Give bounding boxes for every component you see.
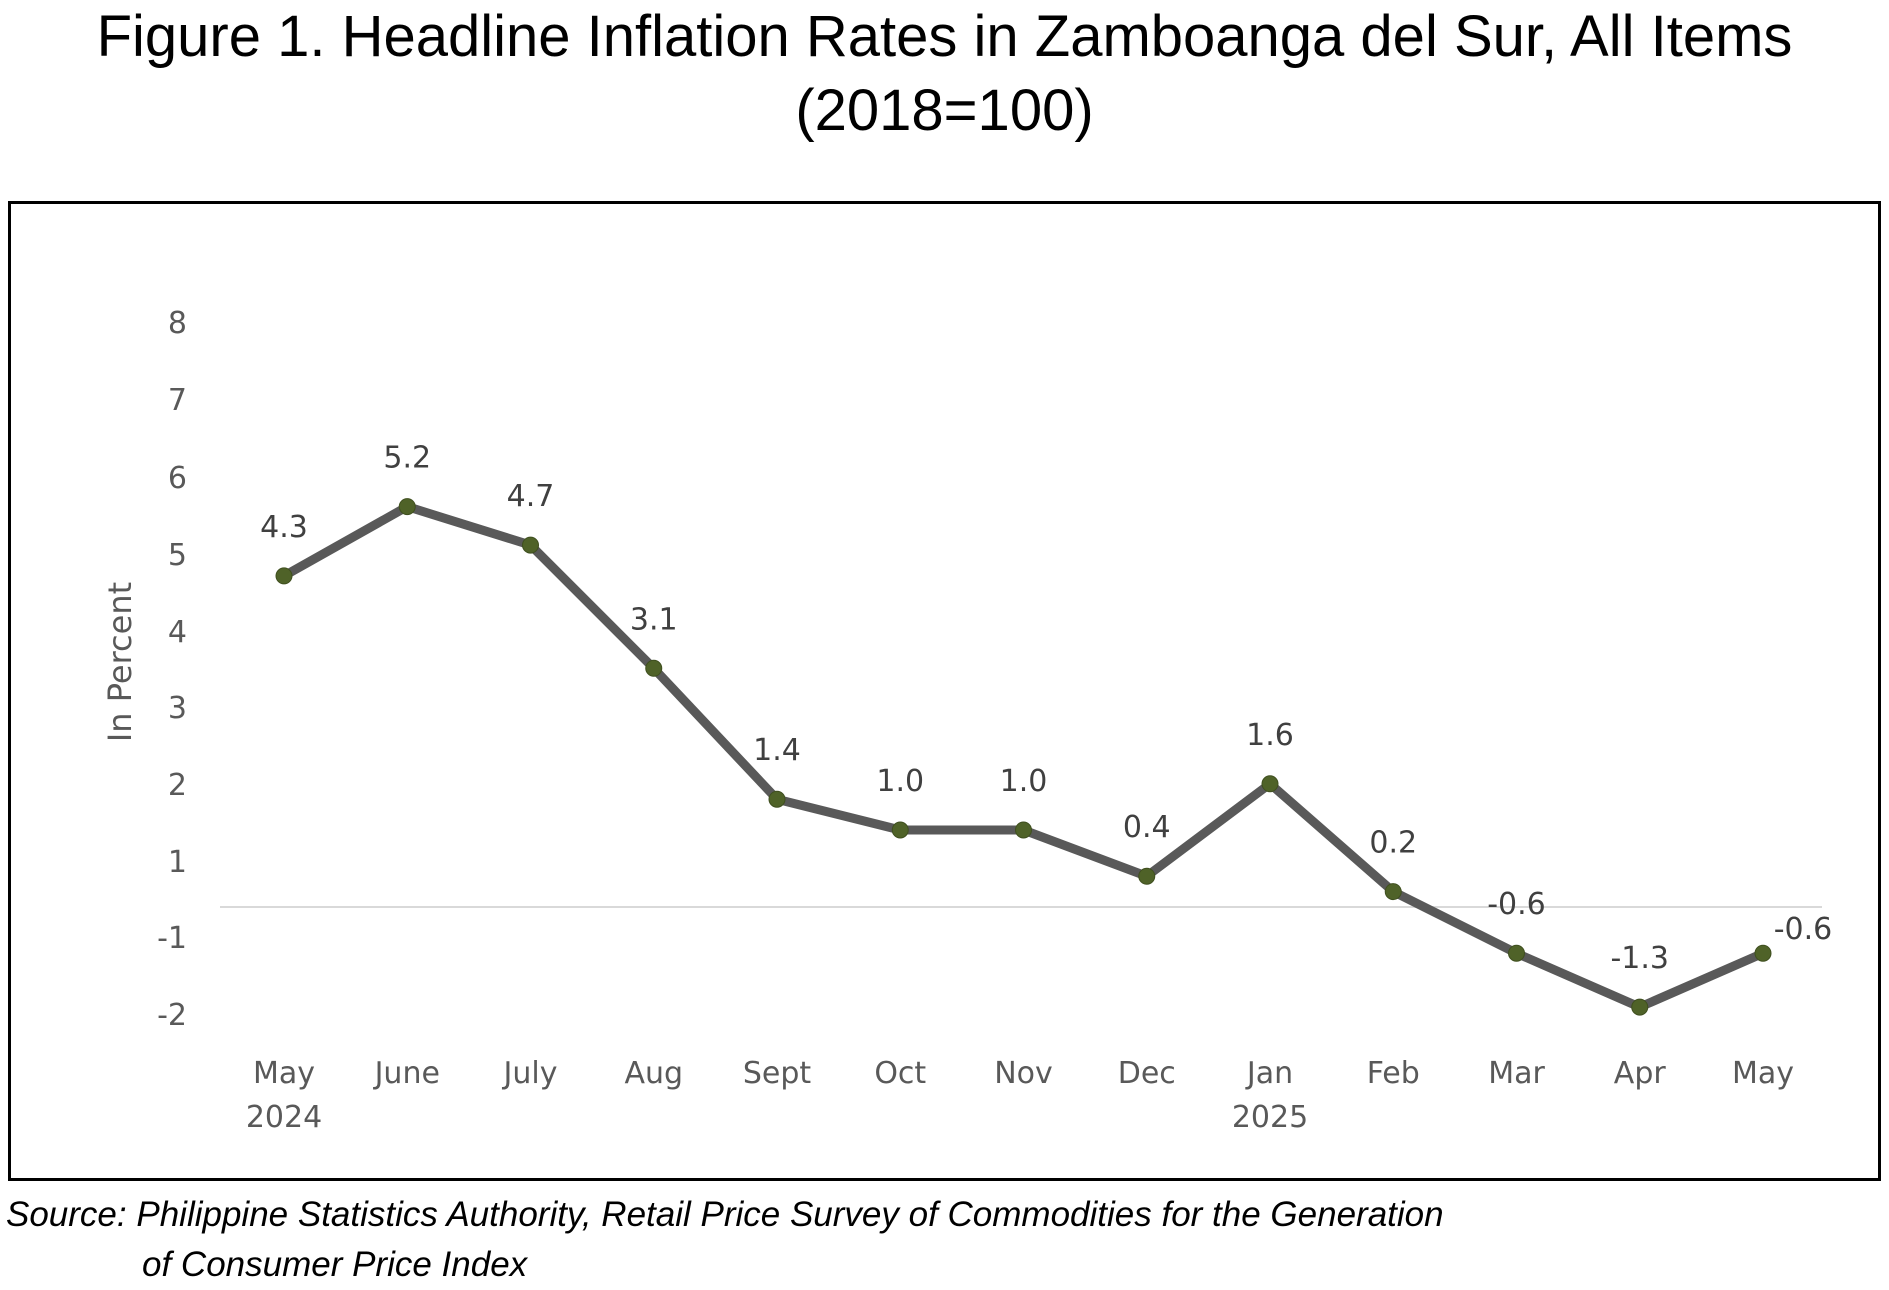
data-point bbox=[1631, 998, 1649, 1016]
data-label: 1.6 bbox=[1246, 718, 1294, 753]
x-tick-label: Sept bbox=[743, 1056, 812, 1091]
source-label: Source: bbox=[6, 1195, 127, 1234]
chart-title-line-1: Figure 1. Headline Inflation Rates in Za… bbox=[96, 4, 1793, 69]
source-line-2: of Consumer Price Index bbox=[142, 1245, 528, 1284]
y-tick-label: 2 bbox=[168, 768, 187, 803]
data-label: -0.6 bbox=[1487, 887, 1546, 922]
x-tick-label: Aug bbox=[624, 1056, 683, 1091]
source-line-1: Philippine Statistics Authority, Retail … bbox=[136, 1195, 1444, 1234]
data-point bbox=[1261, 775, 1279, 793]
data-label: 1.0 bbox=[1000, 764, 1048, 799]
y-tick-label: 8 bbox=[168, 306, 187, 341]
x-tick-label: July bbox=[502, 1056, 558, 1091]
data-label: -1.3 bbox=[1610, 941, 1669, 976]
data-label: -0.6 bbox=[1774, 912, 1833, 947]
data-point bbox=[768, 790, 786, 808]
x-tick-label: Feb bbox=[1367, 1056, 1420, 1091]
source-note: Source: Philippine Statistics Authority,… bbox=[6, 1190, 1444, 1290]
y-tick-label: 3 bbox=[168, 691, 187, 726]
y-tick-label: 1 bbox=[168, 845, 187, 880]
data-label: 4.3 bbox=[260, 510, 308, 545]
x-tick-year-label: 2024 bbox=[246, 1100, 322, 1135]
series-line bbox=[279, 502, 1768, 1012]
x-tick-label: Jan bbox=[1245, 1056, 1293, 1091]
chart-title-line-2: (2018=100) bbox=[795, 78, 1094, 143]
data-label: 4.7 bbox=[507, 479, 555, 514]
data-point bbox=[891, 821, 909, 839]
x-tick-label: Oct bbox=[874, 1056, 926, 1091]
chart-frame bbox=[8, 201, 1881, 1181]
x-tick-year-label: 2025 bbox=[1232, 1100, 1308, 1135]
chart-title: Figure 1. Headline Inflation Rates in Za… bbox=[0, 0, 1889, 148]
data-point bbox=[398, 498, 416, 516]
data-point bbox=[1384, 883, 1402, 901]
data-point bbox=[522, 536, 539, 554]
y-tick-label: 4 bbox=[168, 615, 187, 650]
y-tick-label: 6 bbox=[168, 461, 187, 496]
data-label: 0.2 bbox=[1369, 826, 1417, 861]
data-label: 1.4 bbox=[753, 733, 801, 768]
x-tick-label: June bbox=[373, 1056, 440, 1091]
data-point bbox=[275, 567, 293, 585]
x-tick-label: Dec bbox=[1118, 1056, 1176, 1091]
data-point bbox=[1754, 944, 1772, 962]
data-label: 1.0 bbox=[876, 764, 924, 799]
data-label: 3.1 bbox=[630, 602, 678, 637]
x-tick-label: May bbox=[253, 1056, 315, 1091]
y-axis-title: In Percent bbox=[101, 582, 139, 742]
x-tick-label: Nov bbox=[994, 1056, 1053, 1091]
x-tick-label: May bbox=[1732, 1056, 1794, 1091]
data-point bbox=[645, 659, 663, 677]
data-point bbox=[1138, 867, 1156, 885]
data-label: 0.4 bbox=[1123, 810, 1171, 845]
data-point bbox=[1508, 944, 1525, 962]
y-tick-label: 7 bbox=[168, 383, 187, 418]
data-point bbox=[1015, 821, 1032, 839]
y-tick-label: -1 bbox=[157, 921, 187, 956]
x-tick-label: Apr bbox=[1614, 1056, 1667, 1091]
y-tick-label: -2 bbox=[157, 998, 187, 1033]
y-tick-label: 5 bbox=[168, 538, 187, 573]
x-tick-label: Mar bbox=[1488, 1056, 1545, 1091]
data-label: 5.2 bbox=[383, 441, 431, 476]
